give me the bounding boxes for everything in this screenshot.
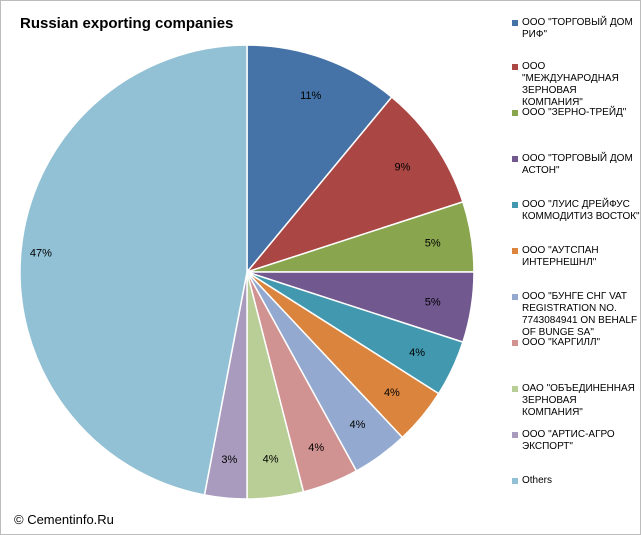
slice-label-10: 47% <box>30 248 52 260</box>
slice-label-9: 3% <box>221 454 237 466</box>
legend-swatch-1 <box>512 64 518 70</box>
slice-label-8: 4% <box>263 454 279 466</box>
legend-swatch-0 <box>512 20 518 26</box>
legend-label-6: ООО "БУНГЕ СНГ VAT REGISTRATION NO. 7743… <box>522 291 640 339</box>
slice-label-2: 5% <box>425 238 441 250</box>
legend-swatch-9 <box>512 432 518 438</box>
legend-label-2: ООО "ЗЕРНО-ТРЕЙД" <box>522 107 640 119</box>
slice-label-3: 5% <box>425 296 441 308</box>
legend-swatch-3 <box>512 156 518 162</box>
legend-swatch-7 <box>512 340 518 346</box>
copyright-credit: © Cementinfo.Ru <box>14 512 114 527</box>
slice-label-6: 4% <box>350 419 366 431</box>
legend-label-4: ООО "ЛУИС ДРЕЙФУС КОММОДИТИЗ ВОСТОК" <box>522 199 640 223</box>
legend-swatch-2 <box>512 110 518 116</box>
slice-label-5: 4% <box>384 387 400 399</box>
legend-swatch-4 <box>512 202 518 208</box>
legend-label-9: ООО "АРТИС-АГРО ЭКСПОРТ" <box>522 429 640 453</box>
legend-label-10: Others <box>522 475 640 487</box>
slice-label-0: 11% <box>300 90 321 102</box>
slice-label-4: 4% <box>409 347 425 359</box>
legend-label-7: ООО "КАРГИЛЛ" <box>522 337 640 349</box>
pie-slice-10 <box>20 45 247 495</box>
legend-swatch-5 <box>512 248 518 254</box>
slice-label-7: 4% <box>308 442 324 454</box>
slice-label-1: 9% <box>395 161 411 173</box>
legend-label-5: ООО "АУТСПАН ИНТЕРНЕШНЛ" <box>522 245 640 269</box>
legend: ООО "ТОРГОВЫЙ ДОМ РИФ" ООО "МЕЖДУНАРОДНАЯ… <box>512 1 640 534</box>
legend-label-1: ООО "МЕЖДУНАРОДНАЯ ЗЕРНОВАЯ КОМПАНИЯ" <box>522 61 640 109</box>
legend-swatch-10 <box>512 478 518 484</box>
legend-swatch-6 <box>512 294 518 300</box>
pie-chart: 11% 9% 5% 5% 4% 4% 4% 4% 4% 3% 47% <box>1 1 512 534</box>
legend-swatch-8 <box>512 386 518 392</box>
legend-label-8: ОАО "ОБЪЕДИНЕННАЯ ЗЕРНОВАЯ КОМПАНИЯ" <box>522 383 640 419</box>
legend-label-3: ООО "ТОРГОВЫЙ ДОМ АСТОН" <box>522 153 640 177</box>
legend-label-0: ООО "ТОРГОВЫЙ ДОМ РИФ" <box>522 17 640 41</box>
